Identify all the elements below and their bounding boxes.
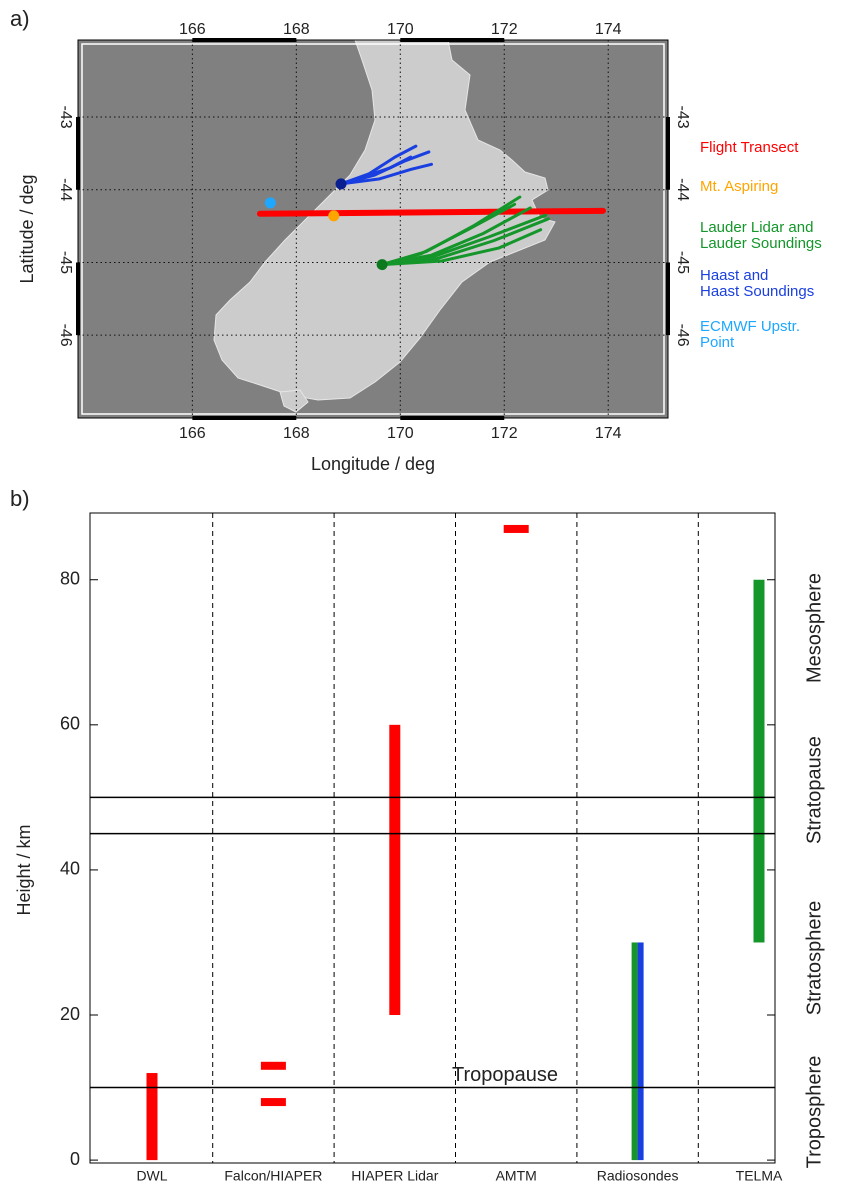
y-axis-label: Height / km xyxy=(14,824,34,915)
trajectory xyxy=(339,162,433,186)
y-tick-label: -46 xyxy=(57,324,74,347)
x-tick-label: 168 xyxy=(283,425,310,442)
level-bar xyxy=(503,524,529,533)
map-frame xyxy=(77,39,669,419)
legend-entry: Flight Transect xyxy=(700,139,799,156)
x-tick-label: 172 xyxy=(491,21,518,38)
y-tick-label: 80 xyxy=(60,568,80,588)
panel-label: b) xyxy=(10,486,30,511)
x-axis-label: Longitude / deg xyxy=(311,454,435,474)
x-tick-label: DWL xyxy=(136,1168,167,1184)
x-tick-label: HIAPER Lidar xyxy=(351,1168,438,1184)
range-bar xyxy=(146,1073,158,1161)
region-label: Mesosphere xyxy=(803,573,825,683)
reference-label: Tropopause xyxy=(452,1064,558,1086)
y-tick-label: 20 xyxy=(60,1004,80,1024)
level-bar xyxy=(260,1098,286,1107)
site-point xyxy=(328,210,340,222)
flight-line xyxy=(256,207,607,217)
legend-entry: Lauder Lidar and Lauder Soundings xyxy=(700,219,822,252)
x-tick-label: 166 xyxy=(179,21,206,38)
site-point xyxy=(335,178,347,190)
y-tick-label: 60 xyxy=(60,714,80,734)
y-tick-label: -44 xyxy=(57,178,74,201)
x-tick-label: 166 xyxy=(179,425,206,442)
plot-frame xyxy=(89,512,776,1164)
x-tick-label: TELMA xyxy=(736,1168,783,1184)
range-bar xyxy=(753,579,765,943)
x-tick-label: AMTM xyxy=(496,1168,537,1184)
trajectory xyxy=(380,228,543,267)
y-tick-label: -44 xyxy=(674,178,691,201)
region-label: Stratopause xyxy=(803,736,825,844)
site-point xyxy=(264,197,276,209)
legend-entry: Haast and Haast Soundings xyxy=(700,267,815,300)
x-tick-label: 174 xyxy=(595,21,622,38)
trajectory xyxy=(339,155,413,186)
x-tick-label: Falcon/HIAPER xyxy=(224,1168,322,1184)
legend-entry: ECMWF Upstr. Point xyxy=(700,318,800,351)
x-tick-label: 170 xyxy=(387,425,414,442)
land xyxy=(279,389,309,413)
trajectory xyxy=(380,202,517,267)
site-point xyxy=(376,259,388,271)
x-tick-label: 170 xyxy=(387,21,414,38)
region-label: Stratosphere xyxy=(803,901,825,1016)
range-bar xyxy=(631,942,638,1161)
panel-label: a) xyxy=(10,6,30,31)
map-inner-frame xyxy=(81,43,665,415)
y-tick-label: -45 xyxy=(674,251,691,274)
x-tick-label: Radiosondes xyxy=(597,1168,679,1184)
y-tick-label: 0 xyxy=(70,1149,80,1169)
range-bar xyxy=(389,724,401,1016)
range-bar xyxy=(637,942,644,1161)
level-bar xyxy=(260,1061,286,1070)
y-tick-label: -43 xyxy=(57,105,74,128)
legend-entry: Mt. Aspiring xyxy=(700,178,779,195)
y-tick-label: -46 xyxy=(674,324,691,347)
y-axis-label: Latitude / deg xyxy=(17,174,37,283)
region-label: Troposphere xyxy=(803,1056,825,1169)
y-tick-label: -43 xyxy=(674,105,691,128)
x-tick-label: 172 xyxy=(491,425,518,442)
trajectory xyxy=(380,213,548,267)
y-tick-label: 40 xyxy=(60,859,80,879)
x-tick-label: 168 xyxy=(283,21,310,38)
y-tick-label: -45 xyxy=(57,251,74,274)
x-tick-label: 174 xyxy=(595,425,622,442)
